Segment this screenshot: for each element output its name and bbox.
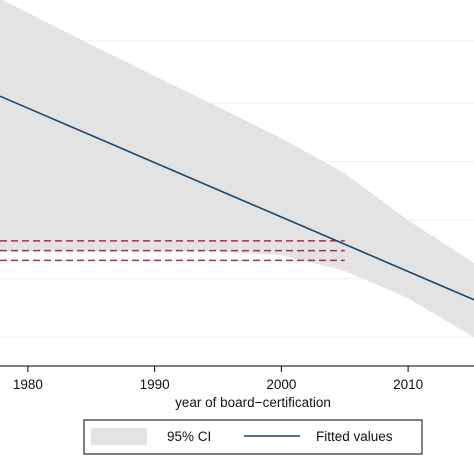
fitted-line-layer — [0, 95, 474, 301]
ci-band-layer — [0, 0, 474, 338]
legend-ci-label: 95% CI — [167, 429, 211, 444]
x-axis-label: year of board−certification — [175, 395, 331, 410]
x-tick-label-1980: 1980 — [13, 377, 43, 392]
ci-band — [0, 0, 474, 338]
x-tick-label-1990: 1990 — [140, 377, 170, 392]
x-tick-label-2010: 2010 — [393, 377, 423, 392]
fitted-values-line — [0, 95, 474, 301]
x-tick-label-2000: 2000 — [266, 377, 296, 392]
x-axis: 1980 1990 2000 2010 — [0, 365, 474, 392]
legend-ci-swatch — [91, 428, 147, 445]
legend: 95% CI Fitted values — [83, 419, 423, 455]
legend-fitted-label: Fitted values — [316, 429, 393, 444]
reference-lines — [0, 240, 345, 262]
